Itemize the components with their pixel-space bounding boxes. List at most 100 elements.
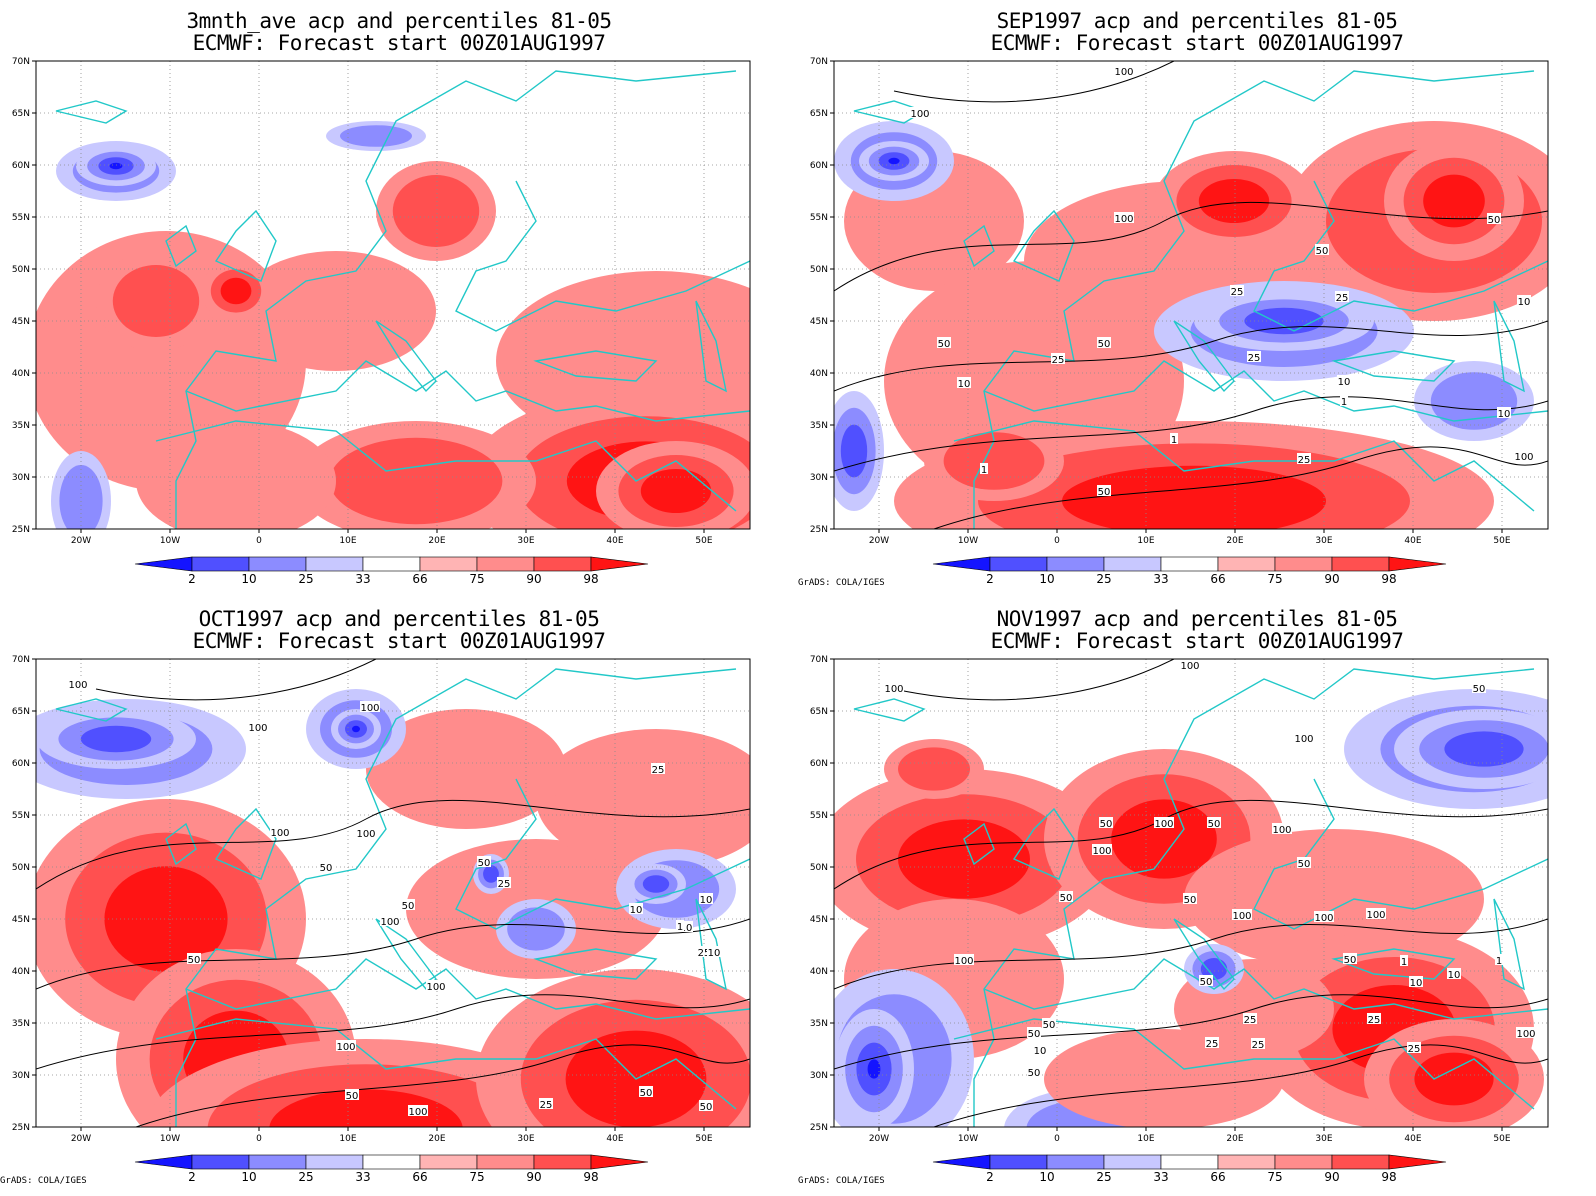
contour-label-bg [1114, 65, 1134, 76]
contour-label-bg [1400, 955, 1408, 966]
contour-label-bg [319, 861, 333, 872]
coastline [853, 698, 926, 722]
colorbar-swatch [191, 556, 250, 572]
lat-label: 25N [12, 1123, 30, 1133]
colorbar-swatch [305, 1154, 364, 1170]
shade-region [1430, 372, 1518, 430]
contour-line [933, 1044, 1548, 1127]
colorbar-label: 75 [1267, 572, 1282, 586]
colorbar-swatch [533, 556, 592, 572]
colorbar: 2 10 25 33 66 75 90 98 [134, 1154, 649, 1184]
contour-line [36, 918, 750, 990]
contour-label: 50 [188, 955, 201, 966]
lat-label: 55N [810, 811, 828, 821]
contour-label-bg [1297, 857, 1311, 868]
shade-region [80, 725, 152, 753]
axis-labels: 70N 65N 60N 55N 50N 45N 40N 35N 30N 25N 20W 10W 0 10E… [810, 655, 1511, 1144]
contour-label: 25 [1248, 353, 1261, 364]
shade-region [392, 175, 480, 247]
grads-credit: GrADS: COLA/IGES [798, 1176, 885, 1186]
colorbar-label: 10 [241, 1170, 256, 1184]
coastline [533, 350, 658, 382]
contour-label-bg [1497, 407, 1511, 418]
contour-label: 50 [700, 1102, 713, 1113]
colorbar-label: 33 [355, 1170, 370, 1184]
map-frame [35, 658, 751, 1128]
contour-label: 50 [346, 1091, 359, 1102]
lon-label: 10W [160, 1134, 180, 1144]
contour-label: 10 [708, 948, 721, 959]
percentile-contours [36, 659, 750, 1127]
contour-label-bg [248, 721, 268, 732]
graticule [834, 659, 1548, 1127]
lat-label: 45N [810, 317, 828, 327]
coastline [175, 70, 737, 529]
panel-subtitle: ECMWF: Forecast start 00Z01AUG1997 [990, 629, 1404, 653]
colorbar-swatch [1103, 1154, 1162, 1170]
colorbar-swatch [590, 556, 649, 572]
colorbar-label: 25 [298, 572, 313, 586]
lat-label: 30N [810, 473, 828, 483]
contour-line [36, 994, 750, 1070]
contour-label: 100 [1366, 910, 1385, 921]
contour-label: 10 [1410, 978, 1423, 989]
coastline [1331, 350, 1456, 382]
shade-region [840, 424, 868, 478]
shade-region [1044, 1029, 1284, 1127]
lat-label: 30N [12, 473, 30, 483]
colorbar-swatch [1331, 556, 1390, 572]
contour-label-bg [910, 107, 930, 118]
lat-label: 65N [12, 707, 30, 717]
contour-label: 100 [68, 680, 87, 691]
grads-credit: GrADS: COLA/IGES [0, 1176, 87, 1186]
contour-label: 100 [1314, 913, 1333, 924]
lat-label: 65N [810, 707, 828, 717]
contour-line [135, 1044, 750, 1127]
lat-label: 60N [12, 759, 30, 769]
coastline [455, 180, 750, 332]
colorbar-swatch [1046, 556, 1105, 572]
coastlines [55, 668, 750, 1127]
lat-label: 50N [12, 863, 30, 873]
lon-label: 10W [958, 536, 978, 546]
contour-label-bg [336, 1040, 356, 1051]
contour-label-bg [1337, 375, 1351, 386]
colorbar-label: 10 [1039, 1170, 1054, 1184]
lat-label: 25N [810, 525, 828, 535]
colorbar-label: 10 [1039, 572, 1054, 586]
contour-label-bg [1340, 395, 1348, 406]
lon-label: 10E [1137, 536, 1154, 546]
colorbar: 2 10 25 33 66 75 90 98 [932, 1154, 1447, 1184]
lon-label: 0 [1054, 1134, 1060, 1144]
contour-label-bg [707, 946, 721, 957]
contour-label: 25 [1298, 455, 1311, 466]
contour-label-bg [1247, 351, 1261, 362]
colorbar-swatch [590, 1154, 649, 1170]
colorbar-swatch [1217, 556, 1276, 572]
colorbar-swatch [419, 1154, 478, 1170]
lat-label: 35N [12, 421, 30, 431]
shade-region [112, 265, 200, 337]
coastlines [853, 70, 1548, 529]
map-panel-nov1997: NOV1997 acp and percentiles 81-05 ECMWF:… [798, 598, 1596, 1196]
lat-label: 35N [810, 421, 828, 431]
percentile-shading [834, 659, 1548, 1127]
grads-credit: GrADS: COLA/IGES [798, 578, 885, 588]
colorbar-swatch [1331, 1154, 1390, 1170]
contour-label-bg [676, 920, 684, 931]
shade-region [1423, 174, 1485, 228]
contour-label-bg [1183, 893, 1197, 904]
contour-label: 50 [1200, 977, 1213, 988]
shade-region [1111, 799, 1217, 879]
contour-label-bg [477, 856, 491, 867]
colorbar-label: 75 [1267, 1170, 1282, 1184]
colorbar-label: 25 [1096, 1170, 1111, 1184]
contour-label-bg [1297, 453, 1311, 464]
colorbar-swatch [305, 556, 364, 572]
map-panel-sep1997: SEP1997 acp and percentiles 81-05 ECMWF:… [798, 0, 1596, 598]
contour-labels: 100 100 100 50 50 25 25 50 50 25 25 10 10 10 10 1 1 1 25 50… [910, 65, 1534, 498]
lon-label: 40E [606, 536, 623, 546]
contour-label: 10 [700, 895, 713, 906]
coastline [455, 778, 750, 930]
colorbar-label: 2 [986, 1170, 994, 1184]
